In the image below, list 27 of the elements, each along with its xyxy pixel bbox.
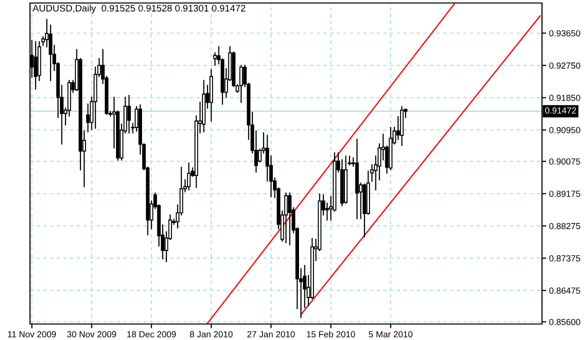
candlestick	[34, 41, 38, 90]
x-tick-label: 8 Jan 2010	[190, 331, 233, 338]
y-tick-label: 0.90950	[549, 127, 580, 134]
x-tick-label: 18 Dec 2009	[127, 331, 176, 338]
y-tick-label: 0.85600	[549, 318, 580, 326]
y-tick-label: 0.92750	[549, 62, 580, 69]
chart-title: AUDUSD,Daily 0.91525 0.91528 0.91301 0.91472	[32, 4, 246, 14]
candlestick	[187, 162, 191, 190]
x-tick-label: 27 Jan 2010	[247, 331, 295, 338]
y-tick-label: 0.86475	[549, 288, 580, 294]
y-tick-label: 0.87375	[549, 255, 580, 262]
candlestick	[213, 52, 217, 66]
y-tick-label: 0.88275	[549, 222, 580, 230]
y-tick-label: 0.93650	[549, 30, 580, 36]
candlestick	[284, 192, 288, 244]
candlestick	[288, 192, 292, 246]
x-tick-label: 15 Feb 2010	[306, 330, 356, 338]
x-tick-label: 11 Nov 2009	[8, 331, 56, 338]
candlestick	[127, 94, 131, 134]
candlestick	[239, 64, 243, 103]
x-tick-label: 5 Mar 2010	[368, 331, 412, 338]
y-tick-label: 0.90075	[549, 158, 580, 165]
y-tick-label: 0.91850	[549, 94, 580, 101]
y-tick-label: 0.89175	[549, 190, 580, 197]
candlestick	[86, 104, 90, 132]
x-tick-label: 30 Nov 2009	[67, 331, 116, 338]
ref-line-label: 0.91472	[545, 107, 576, 114]
